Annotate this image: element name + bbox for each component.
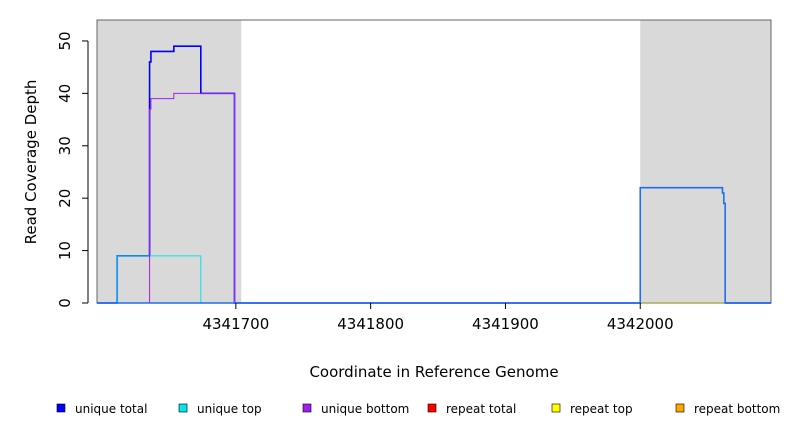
x-tick-label: 4341900 xyxy=(472,315,539,333)
legend-item-unique-top: unique top xyxy=(178,402,262,416)
x-tick-label: 4342000 xyxy=(607,315,674,333)
y-tick-label: 10 xyxy=(56,241,74,260)
legend-swatch xyxy=(551,403,561,413)
legend-item-repeat-bottom: repeat bottom xyxy=(675,402,780,416)
legend-label: repeat total xyxy=(446,402,516,416)
legend-item-repeat-top: repeat top xyxy=(551,402,633,416)
y-axis: 0 10 20 30 40 50 xyxy=(56,31,89,308)
legend-swatch xyxy=(302,403,312,413)
series-line-unique-bottom xyxy=(97,92,771,304)
x-axis-label: Coordinate in Reference Genome xyxy=(309,363,558,381)
x-axis: 4341700 4341800 4341900 4342000 xyxy=(202,303,674,333)
y-tick-label: 50 xyxy=(56,31,74,50)
legend-label: unique bottom xyxy=(321,402,409,416)
legend-label: unique total xyxy=(75,402,147,416)
y-axis-label: Read Coverage Depth xyxy=(22,80,40,245)
legend-swatch xyxy=(56,403,66,413)
x-tick-label: 4341700 xyxy=(202,315,269,333)
series-lines xyxy=(97,45,771,304)
legend: unique total unique top unique bottom repea… xyxy=(56,402,780,416)
shaded-regions xyxy=(97,20,771,303)
x-tick-label: 4341800 xyxy=(337,315,404,333)
legend-item-unique-bottom: unique bottom xyxy=(302,402,409,416)
y-tick-label: 30 xyxy=(56,136,74,155)
legend-label: repeat top xyxy=(570,402,633,416)
y-tick-label: 20 xyxy=(56,189,74,208)
legend-swatch xyxy=(675,403,685,413)
series-line-combined xyxy=(97,186,771,304)
shaded-region-0 xyxy=(97,20,242,303)
legend-label: unique top xyxy=(197,402,262,416)
shaded-region-1 xyxy=(640,20,771,303)
y-tick-label: 40 xyxy=(56,84,74,103)
legend-swatch xyxy=(178,403,188,413)
legend-item-unique-total: unique total xyxy=(56,402,147,416)
y-tick-label: 0 xyxy=(56,298,74,308)
legend-label: repeat bottom xyxy=(694,402,780,416)
legend-swatch xyxy=(427,403,437,413)
legend-item-repeat-total: repeat total xyxy=(427,402,516,416)
